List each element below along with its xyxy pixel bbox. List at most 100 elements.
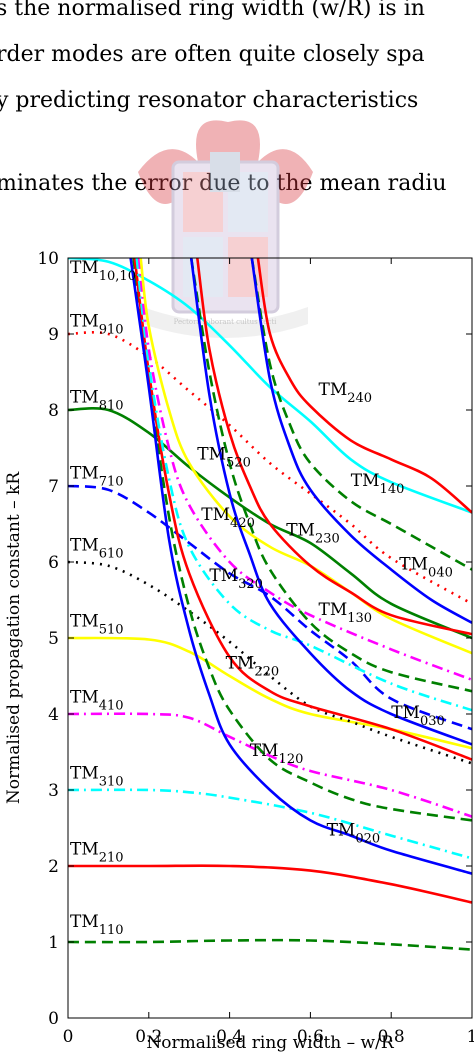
series-line-tm040 — [250, 258, 472, 624]
mode-label-subscript: 240 — [347, 391, 372, 406]
mode-label-tm210: TM210 — [70, 840, 124, 866]
mode-label-subscript: 210 — [99, 851, 124, 866]
mode-label-subscript: 910 — [99, 322, 124, 337]
mode-label-tm320: TM320 — [209, 566, 263, 592]
mode-label-tm310: TM310 — [70, 764, 124, 790]
mode-label-subscript: 230 — [315, 531, 340, 546]
y-tick-label: 3 — [48, 781, 59, 801]
series-line-tm120 — [132, 258, 472, 822]
series-line-tm420 — [137, 258, 472, 682]
series-line-tm320 — [135, 258, 472, 712]
y-tick-label: 7 — [48, 477, 59, 497]
mode-label-main: TM — [197, 444, 226, 464]
y-tick-label: 0 — [48, 1009, 59, 1029]
mode-label-subscript: 510 — [99, 623, 124, 638]
paragraph-line-2: rder modes are often quite closely spa — [0, 42, 425, 67]
x-tick-label: 0.6 — [297, 1027, 324, 1047]
mode-label-tm030: TM030 — [391, 703, 445, 729]
mode-label-subscript: 140 — [380, 482, 405, 497]
series-line-tm310 — [68, 788, 472, 860]
mode-label-main: TM — [201, 505, 230, 525]
crest-motto: Pectora roborant cultus recti — [174, 318, 278, 326]
series-line-tm210 — [68, 864, 472, 904]
series-line-tm240 — [256, 258, 472, 514]
mode-label-tm510: TM510 — [70, 612, 124, 638]
mode-label-subscript: 130 — [347, 611, 372, 626]
series-line-tm020 — [129, 258, 472, 875]
series-line-tm610 — [68, 560, 472, 765]
mode-label-tm110: TM110 — [70, 912, 124, 938]
y-tick-label: 4 — [48, 705, 59, 725]
series-line-tm510 — [68, 636, 472, 750]
mode-label-tm810: TM810 — [70, 387, 124, 413]
x-tick-label: 0.2 — [135, 1027, 162, 1047]
mode-label-main: TM — [250, 741, 279, 761]
mode-label-main: TM — [70, 912, 99, 932]
series-line-tm910 — [68, 331, 472, 605]
mode-label-subscript: 710 — [99, 474, 124, 489]
mode-label-main: TM — [70, 258, 99, 278]
x-tick-label: 0.4 — [216, 1027, 243, 1047]
mode-label-main: TM — [286, 520, 315, 540]
mode-label-tm130: TM130 — [319, 600, 373, 626]
mode-label-tm1010: TM10,10 — [70, 258, 136, 284]
y-tick-label: 6 — [48, 553, 59, 573]
series-line-tm220 — [133, 258, 472, 761]
mode-label-subscript: 030 — [420, 714, 445, 729]
mode-label-main: TM — [70, 311, 99, 331]
paragraph-line-3: y predicting resonator characteristics — [0, 88, 419, 113]
mode-label-subscript: 420 — [230, 516, 255, 531]
mode-label-subscript: 120 — [279, 752, 304, 767]
mode-label-tm120: TM120 — [250, 741, 304, 767]
paragraph-line-1: s the normalised ring width (w/R) is in — [0, 0, 425, 21]
series-line-tm410 — [68, 712, 472, 818]
mode-labels: TM10,10TM910TM810TM710TM610TM510TM410TM3… — [70, 258, 453, 938]
series-line-tm110 — [68, 938, 472, 951]
mode-label-subscript: 020 — [355, 832, 380, 847]
series-line-tm710 — [68, 484, 472, 731]
series-line-tm1010 — [68, 258, 472, 514]
mode-label-main: TM — [70, 840, 99, 860]
mode-label-main: TM — [327, 821, 356, 841]
y-axis-label: Normalised propagation constant – kR — [4, 471, 24, 804]
y-tick-label: 8 — [48, 401, 59, 421]
y-tick-label: 1 — [48, 933, 59, 953]
mode-label-tm230: TM230 — [286, 520, 340, 546]
mode-label-tm420: TM420 — [201, 505, 255, 531]
mode-label-tm710: TM710 — [70, 463, 124, 489]
mode-label-main: TM — [70, 536, 99, 556]
mode-label-subscript: 520 — [226, 455, 251, 470]
mode-label-tm240: TM240 — [319, 380, 373, 406]
mode-label-subscript: 110 — [99, 923, 124, 938]
mode-label-subscript: 810 — [99, 398, 124, 413]
series-line-tm520 — [139, 258, 472, 655]
mode-label-subscript: 320 — [238, 577, 263, 592]
mode-label-main: TM — [226, 653, 255, 673]
series-line-tm810 — [68, 407, 472, 640]
series-line-tm140 — [250, 258, 472, 571]
x-tick-label: 0.8 — [378, 1027, 405, 1047]
paragraph-line-4: minates the error due to the mean radiu — [0, 171, 447, 196]
mode-label-tm610: TM610 — [70, 536, 124, 562]
y-tick-label: 5 — [48, 629, 59, 649]
mode-label-subscript: 10,10 — [99, 269, 136, 284]
mode-label-tm410: TM410 — [70, 688, 124, 714]
mode-label-subscript: 610 — [99, 547, 124, 562]
y-tick-label: 2 — [48, 857, 59, 877]
x-axis-label: Normalised ring width – w/R — [146, 1033, 394, 1053]
series-line-tm030 — [189, 258, 472, 746]
x-tick-label: 0 — [63, 1027, 74, 1047]
mode-label-main: TM — [70, 387, 99, 407]
mode-label-main: TM — [319, 600, 348, 620]
mode-label-main: TM — [319, 380, 348, 400]
mode-label-tm910: TM910 — [70, 311, 124, 337]
mode-label-main: TM — [70, 612, 99, 632]
mode-label-main: TM — [70, 764, 99, 784]
mode-label-subscript: 310 — [99, 775, 124, 790]
mode-label-tm220: TM220 — [226, 653, 280, 679]
mode-label-tm040: TM040 — [399, 555, 453, 581]
mode-label-main: TM — [391, 703, 420, 723]
mode-label-tm140: TM140 — [351, 471, 405, 497]
